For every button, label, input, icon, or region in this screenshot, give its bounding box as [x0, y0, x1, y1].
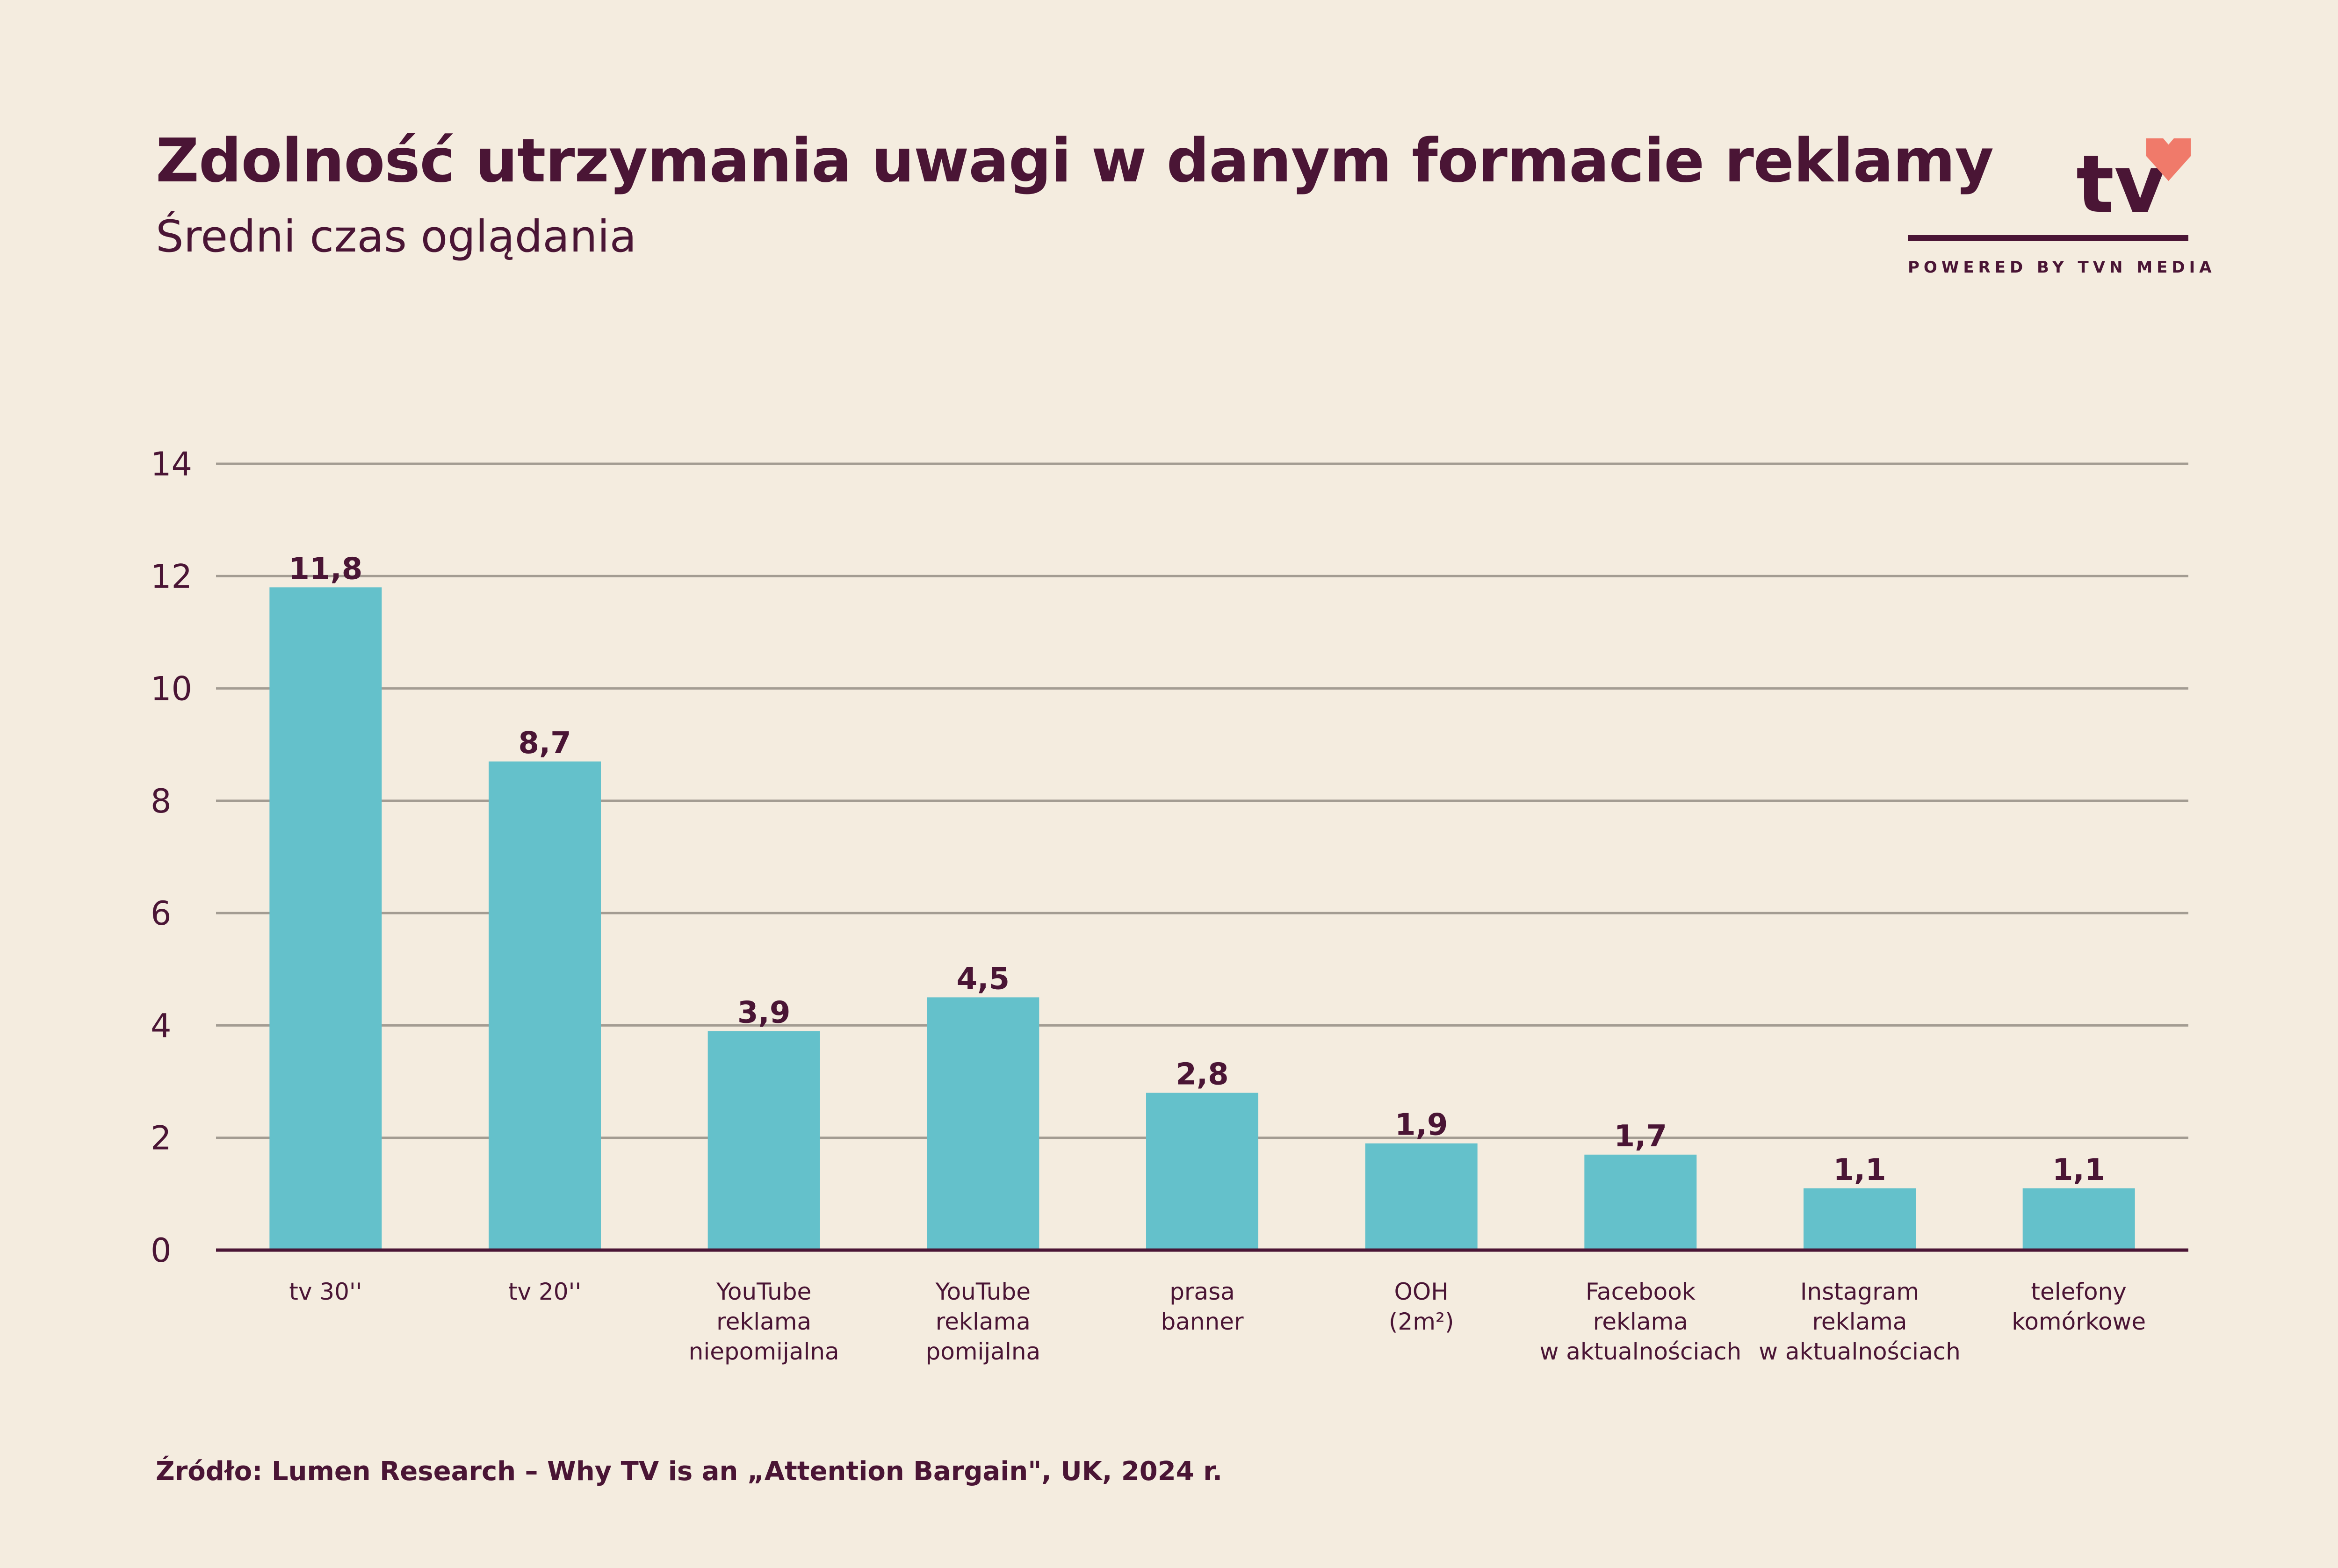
x-tick-label: telefony komórkowe — [2012, 1278, 2146, 1335]
bar — [1584, 1154, 1697, 1250]
data-label: 2,8 — [1176, 1057, 1228, 1092]
x-tick-label: Facebook reklama w aktualnościach — [1539, 1278, 1741, 1365]
x-tick-label: YouTube reklama niepomijalna — [689, 1278, 839, 1365]
data-label: 1,9 — [1395, 1108, 1448, 1143]
x-tick-label: prasa banner — [1161, 1278, 1244, 1335]
x-tick-label: tv 30'' — [289, 1278, 362, 1305]
data-label: 3,9 — [737, 995, 790, 1030]
data-label: 8,7 — [518, 726, 571, 761]
y-tick-label: 0 — [151, 1231, 172, 1270]
source-note: Źródło: Lumen Research – Why TV is an „A… — [156, 1456, 1223, 1487]
data-label: 4,5 — [957, 962, 1010, 996]
heart-icon — [2146, 138, 2191, 181]
bar — [269, 587, 382, 1250]
logo-divider — [1908, 235, 2188, 241]
bar — [1146, 1093, 1258, 1250]
y-tick-label: 6 — [151, 894, 172, 933]
chart-subtitle: Średni czas oglądania — [156, 211, 637, 262]
powered-by-text: POWERED BY TVN MEDIA — [1908, 258, 2216, 277]
bar — [2022, 1188, 2135, 1250]
y-tick-label: 10 — [151, 670, 192, 708]
bar — [489, 761, 601, 1250]
x-tick-label: Instagram reklama w aktualnościach — [1759, 1278, 1961, 1365]
bar — [1365, 1143, 1478, 1250]
y-tick-label: 4 — [151, 1007, 172, 1045]
data-label: 1,7 — [1614, 1119, 1667, 1154]
x-tick-label: tv 20'' — [508, 1278, 581, 1305]
x-tick-label: OOH (2m²) — [1389, 1278, 1454, 1335]
bar — [707, 1031, 820, 1250]
y-tick-label: 2 — [151, 1119, 172, 1158]
y-tick-label: 12 — [151, 557, 192, 596]
bar — [1804, 1188, 1916, 1250]
bar — [927, 997, 1039, 1250]
data-label: 1,1 — [1833, 1153, 1886, 1187]
data-label: 11,8 — [289, 552, 362, 586]
x-tick-label: YouTube reklama pomijalna — [925, 1278, 1040, 1365]
y-tick-label: 8 — [151, 782, 172, 820]
y-tick-label: 14 — [151, 445, 192, 483]
data-label: 1,1 — [2052, 1153, 2105, 1187]
chart-title: Zdolność utrzymania uwagi w danym formac… — [156, 126, 1994, 196]
